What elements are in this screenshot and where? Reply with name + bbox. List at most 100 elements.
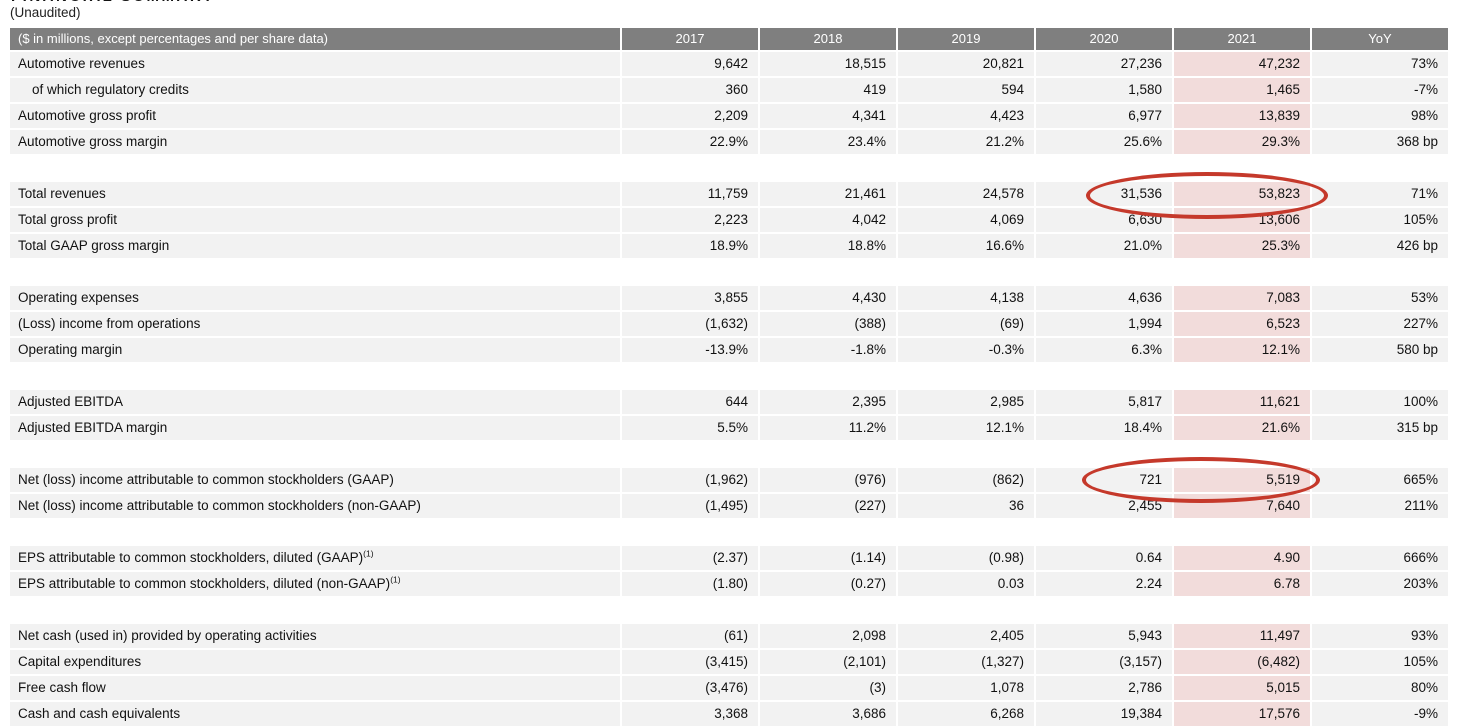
row-label: Total GAAP gross margin [10, 234, 620, 258]
row-label: Adjusted EBITDA margin [10, 416, 620, 440]
spacer-cell [622, 442, 758, 466]
table-row: Adjusted EBITDA 644 2,395 2,985 5,817 11,621 1… [10, 390, 1448, 414]
value-cell-2017: 11,759 [622, 182, 758, 206]
value-cell-2019: 21.2% [898, 130, 1034, 154]
value-cell-YoY: 105% [1312, 208, 1448, 232]
spacer-cell [760, 364, 896, 388]
value-cell-YoY: 580 bp [1312, 338, 1448, 362]
row-label: Capital expenditures [10, 650, 620, 674]
value-cell-2021: 7,083 [1174, 286, 1310, 310]
value-cell-2019: 24,578 [898, 182, 1034, 206]
group-spacer-row [10, 442, 1448, 466]
clipped-page-title: FINANCIAL SUMMARY [11, 0, 311, 5]
row-label: of which regulatory credits [10, 78, 620, 102]
value-cell-2017: (1,632) [622, 312, 758, 336]
value-cell-2017: (3,476) [622, 676, 758, 700]
row-label: Net (loss) income attributable to common… [10, 468, 620, 492]
row-label: Automotive revenues [10, 52, 620, 76]
value-cell-2021: 6.78 [1174, 572, 1310, 596]
table-row: Net (loss) income attributable to common… [10, 468, 1448, 492]
value-cell-2017: (2.37) [622, 546, 758, 570]
value-cell-2021: 11,497 [1174, 624, 1310, 648]
spacer-cell [622, 598, 758, 622]
spacer-cell [1036, 442, 1172, 466]
table-row: of which regulatory credits 360 419 594 1,58… [10, 78, 1448, 102]
value-cell-2018: (2,101) [760, 650, 896, 674]
footnote-marker: (1) [390, 574, 401, 585]
spacer-cell [760, 260, 896, 284]
value-cell-2020: 5,943 [1036, 624, 1172, 648]
value-cell-2018: 3,686 [760, 702, 896, 726]
value-cell-2020: 21.0% [1036, 234, 1172, 258]
row-label: Total gross profit [10, 208, 620, 232]
value-cell-2017: (1.80) [622, 572, 758, 596]
table-row: EPS attributable to common stockholders,… [10, 546, 1448, 570]
table-row: Adjusted EBITDA margin 5.5% 11.2% 12.1% 18.4… [10, 416, 1448, 440]
value-cell-2021: 21.6% [1174, 416, 1310, 440]
spacer-cell [1312, 260, 1448, 284]
value-cell-2020: 1,580 [1036, 78, 1172, 102]
value-cell-YoY: 211% [1312, 494, 1448, 518]
spacer-cell [10, 156, 620, 180]
value-cell-2018: (976) [760, 468, 896, 492]
value-cell-2021: 6,523 [1174, 312, 1310, 336]
value-cell-2021: 53,823 [1174, 182, 1310, 206]
value-cell-2017: (3,415) [622, 650, 758, 674]
financial-summary-table: ($ in millions, except percentages and p… [8, 26, 1450, 728]
value-cell-2018: 11.2% [760, 416, 896, 440]
value-cell-2021: 29.3% [1174, 130, 1310, 154]
value-cell-YoY: 665% [1312, 468, 1448, 492]
group-spacer-row [10, 520, 1448, 544]
value-cell-2020: 5,817 [1036, 390, 1172, 414]
table-row: EPS attributable to common stockholders,… [10, 572, 1448, 596]
value-cell-2020: 31,536 [1036, 182, 1172, 206]
header-col-2021: 2021 [1174, 28, 1310, 50]
value-cell-2020: 2,455 [1036, 494, 1172, 518]
value-cell-YoY: 666% [1312, 546, 1448, 570]
page-title-text: FINANCIAL SUMMARY [11, 0, 311, 5]
value-cell-2018: 4,042 [760, 208, 896, 232]
spacer-cell [1174, 442, 1310, 466]
value-cell-2018: (227) [760, 494, 896, 518]
value-cell-YoY: 53% [1312, 286, 1448, 310]
spacer-cell [898, 442, 1034, 466]
group-spacer-row [10, 156, 1448, 180]
value-cell-2020: 1,994 [1036, 312, 1172, 336]
header-col-2020: 2020 [1036, 28, 1172, 50]
value-cell-2018: (1.14) [760, 546, 896, 570]
row-label: Automotive gross profit [10, 104, 620, 128]
spacer-cell [1174, 520, 1310, 544]
spacer-cell [898, 520, 1034, 544]
value-cell-2021: 1,465 [1174, 78, 1310, 102]
value-cell-2018: 2,395 [760, 390, 896, 414]
value-cell-YoY: 80% [1312, 676, 1448, 700]
group-spacer-row [10, 598, 1448, 622]
spacer-cell [10, 442, 620, 466]
value-cell-2021: 5,519 [1174, 468, 1310, 492]
value-cell-YoY: 227% [1312, 312, 1448, 336]
value-cell-2021: 13,839 [1174, 104, 1310, 128]
footnote-marker: (1) [363, 548, 374, 559]
spacer-cell [1312, 156, 1448, 180]
spacer-cell [1036, 598, 1172, 622]
value-cell-2017: (1,962) [622, 468, 758, 492]
header-col-2017: 2017 [622, 28, 758, 50]
spacer-cell [10, 598, 620, 622]
spacer-cell [622, 520, 758, 544]
value-cell-2021: 25.3% [1174, 234, 1310, 258]
table-header-row: ($ in millions, except percentages and p… [10, 28, 1448, 50]
table-row: Net (loss) income attributable to common… [10, 494, 1448, 518]
value-cell-YoY: 98% [1312, 104, 1448, 128]
value-cell-2020: 0.64 [1036, 546, 1172, 570]
value-cell-2021: 7,640 [1174, 494, 1310, 518]
table-body: Automotive revenues 9,642 18,515 20,821 27,2… [10, 52, 1448, 726]
table-row: Automotive gross margin 22.9% 23.4% 21.2% 25… [10, 130, 1448, 154]
spacer-cell [1312, 520, 1448, 544]
value-cell-2020: (3,157) [1036, 650, 1172, 674]
value-cell-2019: (1,327) [898, 650, 1034, 674]
group-spacer-row [10, 260, 1448, 284]
value-cell-2018: 18,515 [760, 52, 896, 76]
value-cell-2020: 4,636 [1036, 286, 1172, 310]
value-cell-YoY: -9% [1312, 702, 1448, 726]
value-cell-YoY: 426 bp [1312, 234, 1448, 258]
